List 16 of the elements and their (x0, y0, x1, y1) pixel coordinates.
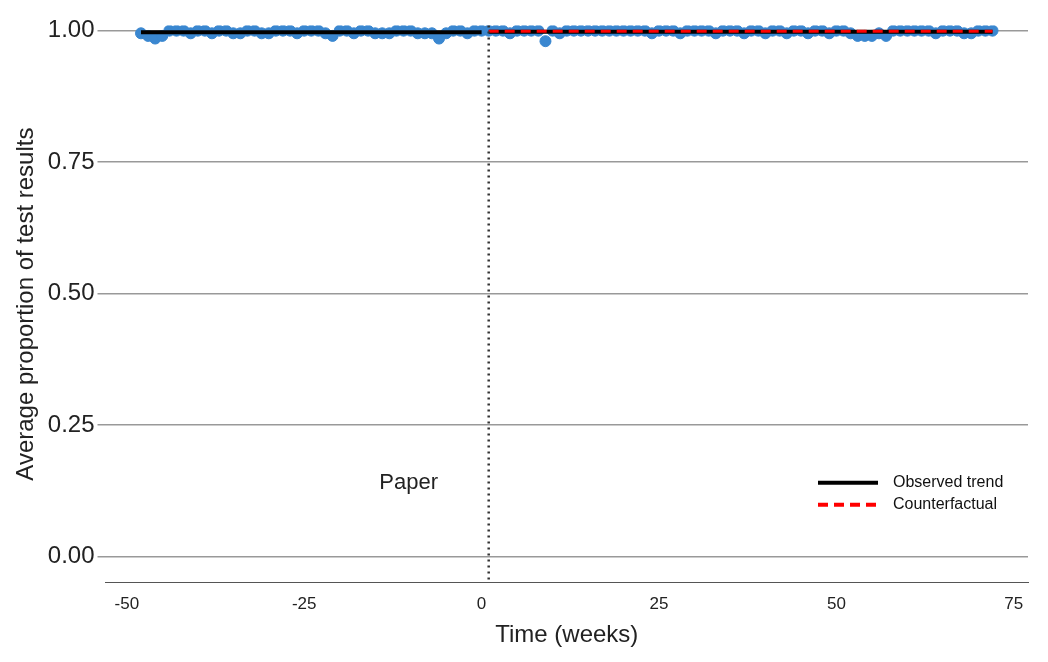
y-tick-label: 0.75 (47, 146, 95, 174)
y-tick-label: 1.00 (47, 15, 95, 43)
legend-label: Counterfactual (893, 495, 998, 513)
x-tick-label: 75 (1004, 593, 1024, 613)
y-tick-label: 0.25 (47, 409, 95, 437)
legend-label: Observed trend (893, 473, 1004, 491)
x-axis-title: Time (weeks) (495, 620, 639, 648)
x-tick-label: -25 (291, 593, 317, 613)
x-tick-label: 0 (476, 593, 487, 613)
y-tick-label: 0.00 (47, 541, 95, 569)
y-axis-title: Average proportion of test results (11, 127, 39, 481)
y-tick-label: 0.50 (47, 278, 95, 306)
x-tick-label: 25 (649, 593, 669, 613)
x-tick-label: 50 (826, 593, 846, 613)
annotation: Paper (379, 468, 439, 494)
x-tick-label: -50 (114, 593, 140, 613)
